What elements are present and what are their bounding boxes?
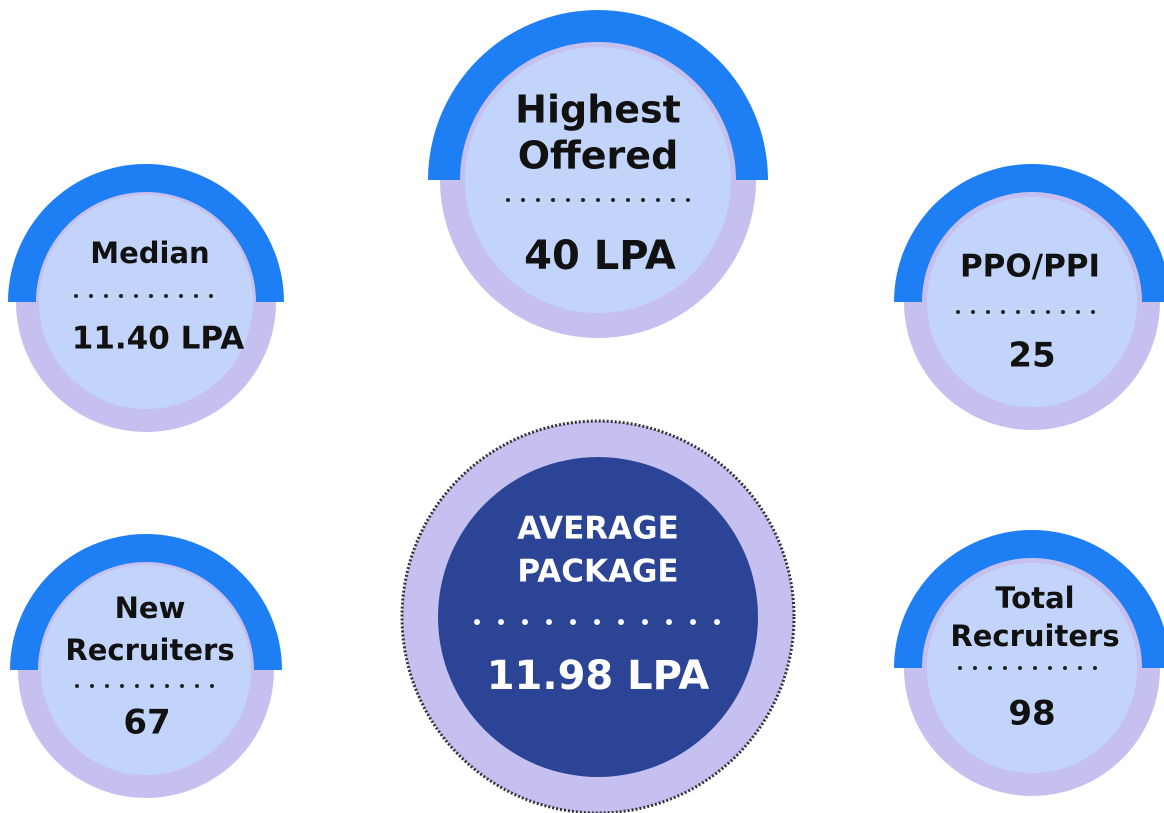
inner-circle (39, 195, 253, 409)
value: 11.40 LPA (72, 321, 244, 357)
blue-arc (10, 534, 282, 670)
blue-arc (8, 164, 284, 302)
label: Recruiters (65, 633, 234, 667)
value: 11.98 LPA (487, 653, 710, 699)
label: Highest (515, 88, 681, 132)
blue-arc (894, 164, 1164, 302)
value: 67 (123, 703, 170, 743)
label: AVERAGE (517, 511, 679, 547)
label: New (115, 591, 186, 625)
average-core (438, 457, 758, 777)
value: 98 (1008, 694, 1055, 734)
inner-circle (927, 563, 1137, 773)
blue-arc (428, 10, 768, 180)
inner-circle (927, 197, 1137, 407)
blue-arc (894, 530, 1164, 668)
label: PACKAGE (517, 554, 678, 590)
label: Recruiters (950, 619, 1119, 653)
inner-circle (41, 565, 251, 775)
value: 25 (1008, 336, 1055, 376)
label: PPO/PPI (960, 249, 1100, 285)
shapes (8, 10, 1164, 813)
value: 40 LPA (524, 233, 676, 279)
label: Total (995, 581, 1074, 615)
inner-circle (465, 47, 731, 313)
label: Offered (518, 134, 679, 178)
label: Median (90, 236, 209, 270)
